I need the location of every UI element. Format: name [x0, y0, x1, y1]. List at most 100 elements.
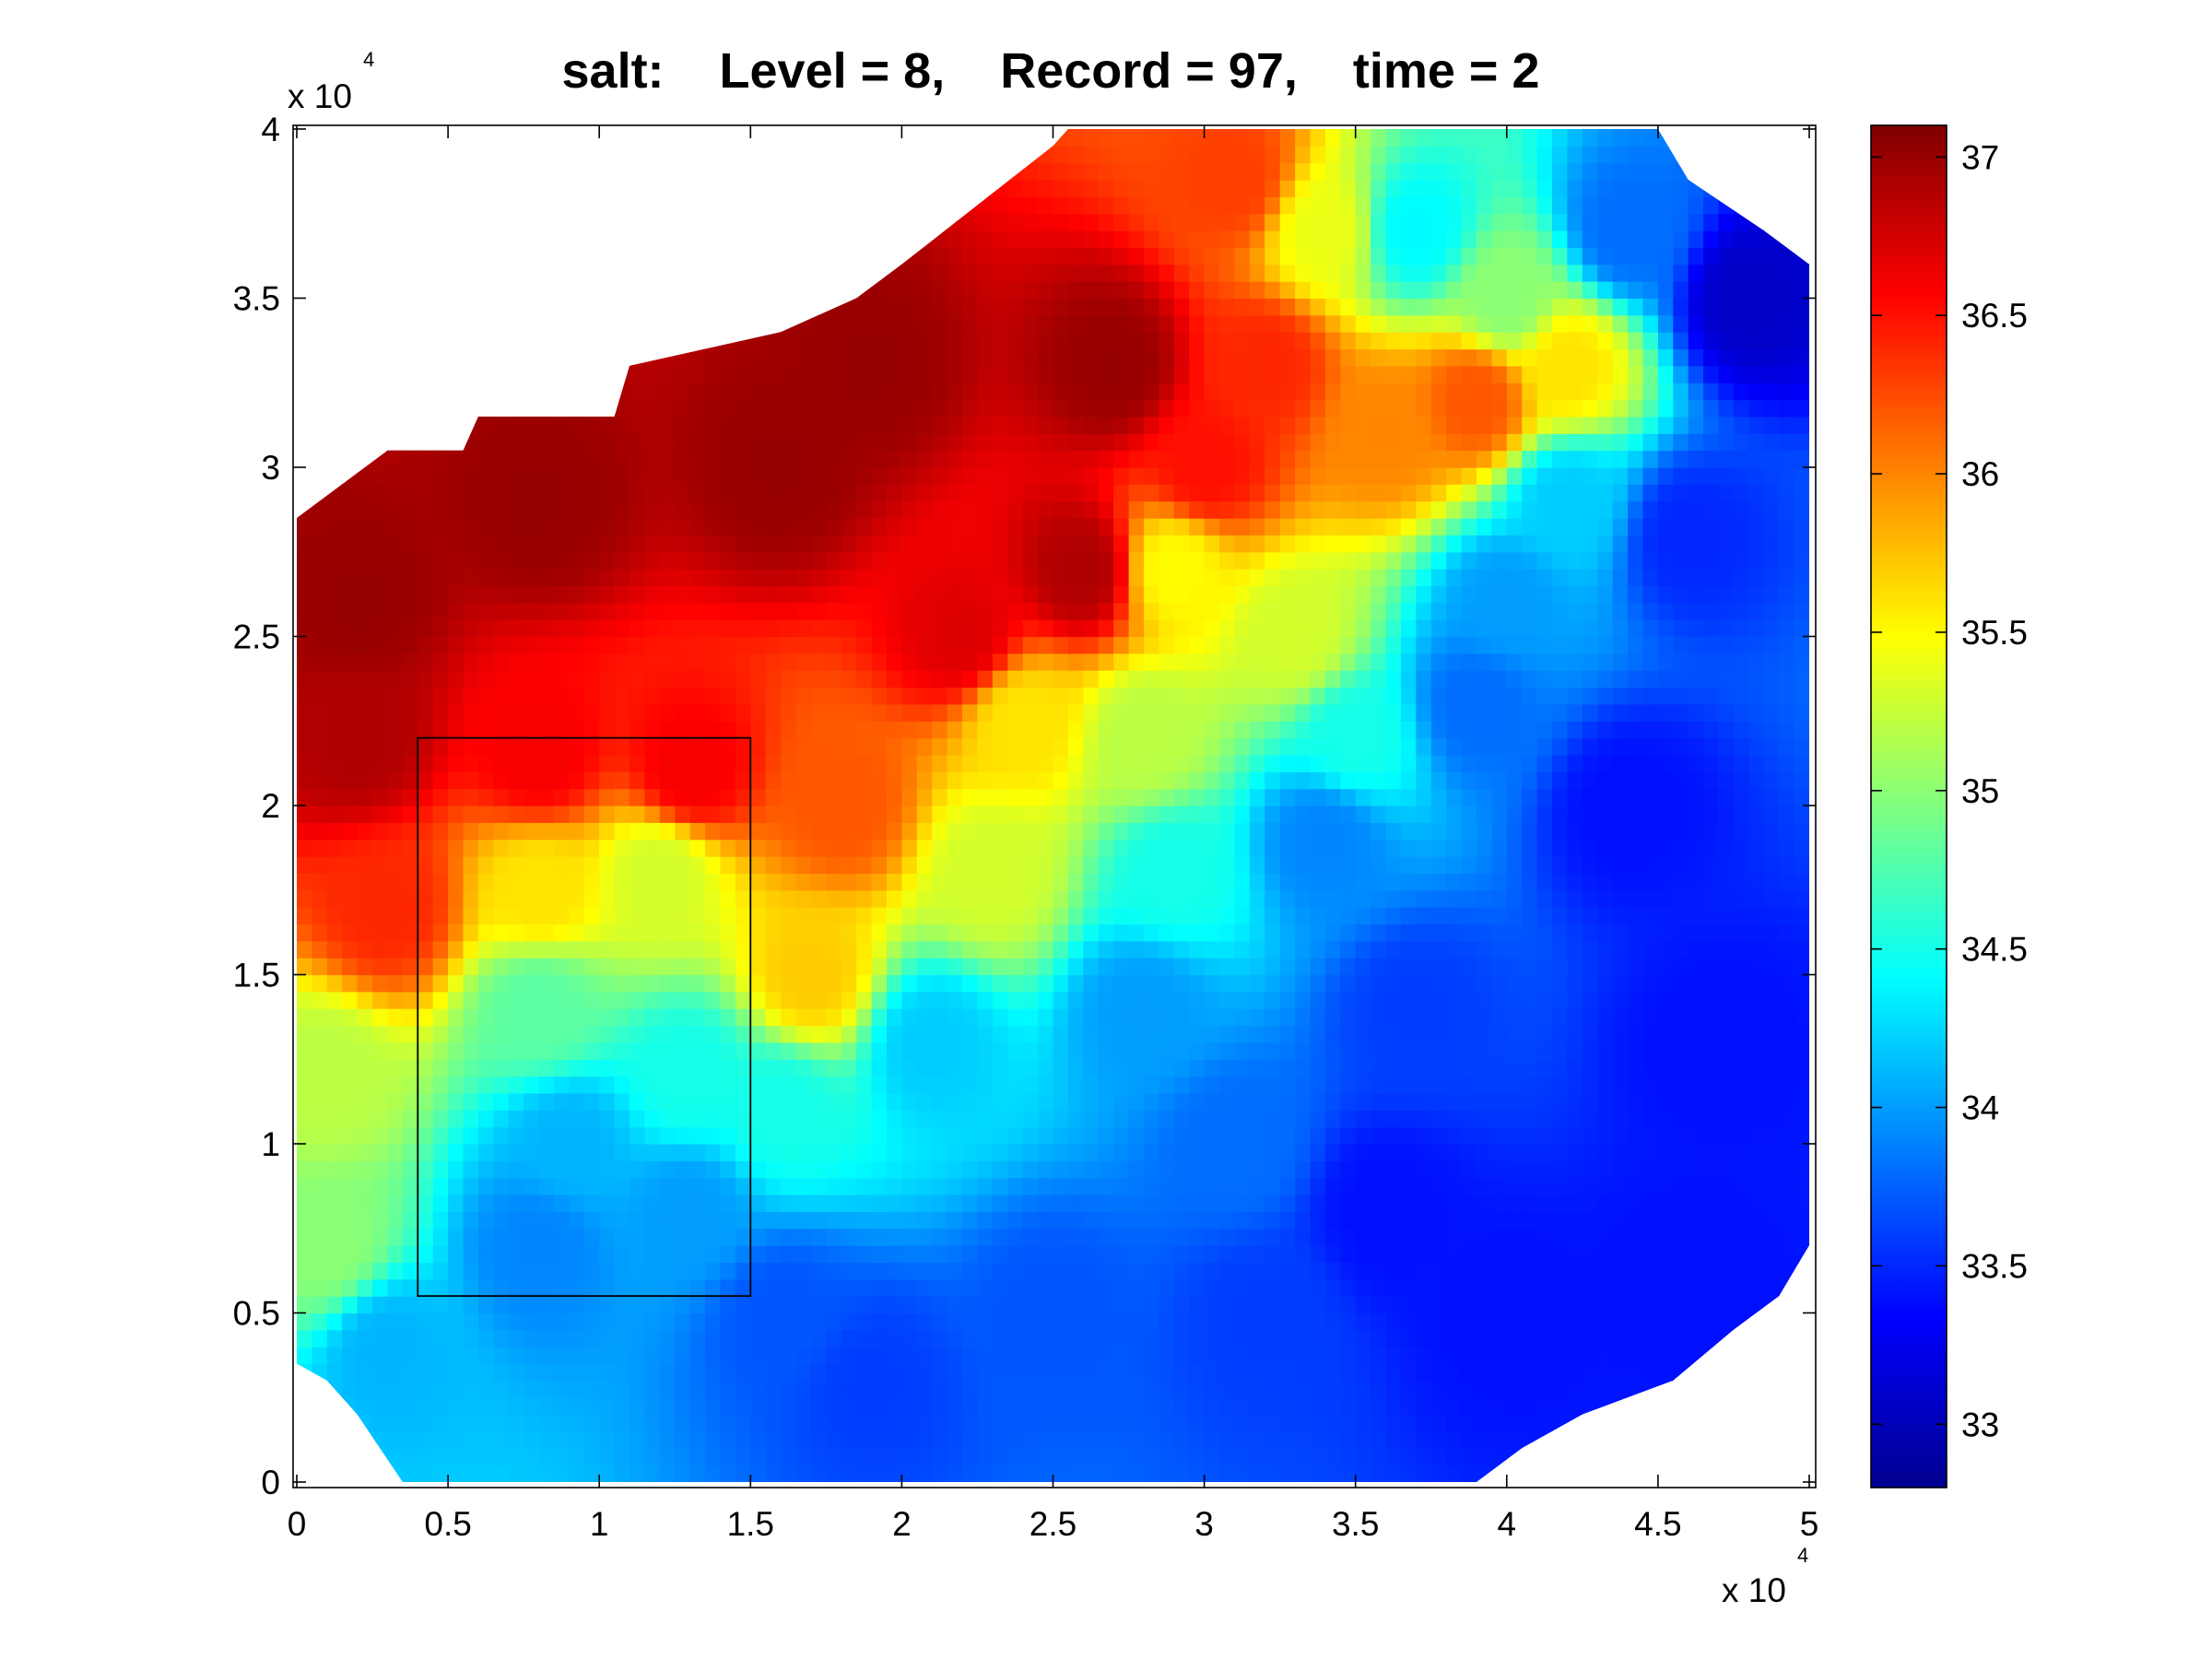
heatmap-cell: [569, 889, 585, 908]
heatmap-cell: [1385, 670, 1402, 688]
heatmap-cell: [1098, 755, 1114, 772]
heatmap-cell: [1219, 653, 1235, 671]
heatmap-cell: [1067, 703, 1084, 722]
heatmap-cell: [705, 755, 722, 772]
heatmap-cell: [901, 1211, 918, 1230]
heatmap-cell: [477, 806, 494, 823]
heatmap-cell: [342, 1448, 359, 1466]
heatmap-cell: [493, 1160, 510, 1179]
heatmap-cell: [1657, 788, 1674, 806]
heatmap-cell: [810, 1211, 827, 1230]
heatmap-cell: [402, 1092, 418, 1111]
heatmap-cell: [962, 1059, 978, 1077]
heatmap-cell: [387, 1262, 404, 1280]
heatmap-cell: [1038, 1347, 1054, 1365]
heatmap-cell: [1067, 1025, 1084, 1043]
heatmap-cell: [524, 907, 540, 925]
heatmap-cell: [1582, 670, 1598, 688]
heatmap-cell: [644, 1059, 661, 1077]
heatmap-cell: [1779, 1380, 1795, 1398]
heatmap-cell: [402, 1041, 418, 1060]
heatmap-cell: [1053, 991, 1069, 1009]
heatmap-cell: [1657, 856, 1674, 874]
heatmap-cell: [1265, 687, 1281, 705]
heatmap-cell: [1491, 1041, 1508, 1060]
heatmap-cell: [644, 1160, 661, 1179]
heatmap-cell: [689, 670, 706, 688]
heatmap-cell: [1007, 1414, 1024, 1432]
heatmap-cell: [1355, 1110, 1371, 1128]
heatmap-cell: [962, 924, 978, 942]
heatmap-cell: [1597, 1262, 1614, 1280]
heatmap-cell: [1567, 670, 1583, 688]
heatmap-cell: [781, 1211, 797, 1230]
heatmap-cell: [795, 737, 812, 756]
heatmap-cell: [342, 1363, 359, 1382]
heatmap-cell: [932, 1296, 948, 1314]
heatmap-cell: [1733, 771, 1749, 790]
heatmap-cell: [1552, 1177, 1568, 1195]
heatmap-cell: [1173, 1194, 1190, 1212]
heatmap-cell: [1324, 1465, 1341, 1482]
heatmap-cell: [1733, 670, 1749, 688]
heatmap-cell: [1582, 771, 1598, 790]
heatmap-cell: [1657, 1144, 1674, 1161]
heatmap-cell: [1067, 1092, 1084, 1111]
heatmap-cell: [1446, 806, 1463, 823]
heatmap-cell: [1794, 1110, 1809, 1128]
heatmap-cell: [1416, 653, 1432, 671]
heatmap-cell: [1098, 1144, 1114, 1161]
heatmap-cell: [916, 670, 933, 688]
heatmap-cell: [1416, 1465, 1432, 1482]
heatmap-cell: [992, 1211, 1008, 1230]
heatmap-cell: [1582, 1025, 1598, 1043]
heatmap-cell: [1673, 1092, 1689, 1111]
heatmap-cell: [1718, 737, 1735, 756]
heatmap-cell: [659, 1160, 676, 1179]
heatmap-cell: [402, 687, 418, 705]
heatmap-cell: [720, 687, 736, 705]
heatmap-cell: [810, 755, 827, 772]
heatmap-cell: [1477, 1363, 1492, 1382]
heatmap-cell: [675, 771, 691, 790]
heatmap-cell: [1249, 755, 1265, 772]
heatmap-cell: [297, 1262, 312, 1280]
heatmap-cell: [841, 771, 857, 790]
heatmap-cell: [569, 1380, 585, 1398]
heatmap-cell: [357, 889, 373, 908]
heatmap-cell: [992, 1448, 1008, 1466]
heatmap-cell: [1688, 822, 1704, 841]
heatmap-cell: [583, 687, 600, 705]
heatmap-cell: [326, 1278, 343, 1297]
heatmap-cell: [1279, 907, 1296, 925]
heatmap-cell: [1385, 737, 1402, 756]
heatmap-cell: [1371, 1041, 1387, 1060]
heatmap-cell: [689, 1126, 706, 1145]
heatmap-cell: [856, 1025, 873, 1043]
heatmap-cell: [871, 1347, 888, 1365]
heatmap-cell: [1189, 907, 1206, 925]
heatmap-cell: [1249, 974, 1265, 993]
heatmap-cell: [1189, 771, 1206, 790]
heatmap-cell: [750, 806, 767, 823]
heatmap-cell: [1718, 1177, 1735, 1195]
heatmap-cell: [326, 737, 343, 756]
heatmap-cell: [1295, 1278, 1312, 1297]
heatmap-cell: [448, 1380, 465, 1398]
heatmap-cell: [1385, 889, 1402, 908]
heatmap-cell: [735, 1296, 751, 1314]
heatmap-cell: [1128, 974, 1145, 993]
heatmap-cell: [312, 1144, 328, 1161]
heatmap-cell: [1642, 1076, 1659, 1094]
heatmap-cell: [1400, 737, 1417, 756]
heatmap-cell: [1310, 1194, 1326, 1212]
heatmap-cell: [583, 1431, 600, 1449]
heatmap-cell: [583, 991, 600, 1009]
heatmap-cell: [947, 1397, 963, 1416]
heatmap-cell: [916, 822, 933, 841]
heatmap-cell: [795, 1211, 812, 1230]
heatmap-cell: [1173, 924, 1190, 942]
heatmap-cell: [1265, 1397, 1281, 1416]
heatmap-cell: [1007, 1262, 1024, 1280]
heatmap-cell: [932, 1431, 948, 1449]
